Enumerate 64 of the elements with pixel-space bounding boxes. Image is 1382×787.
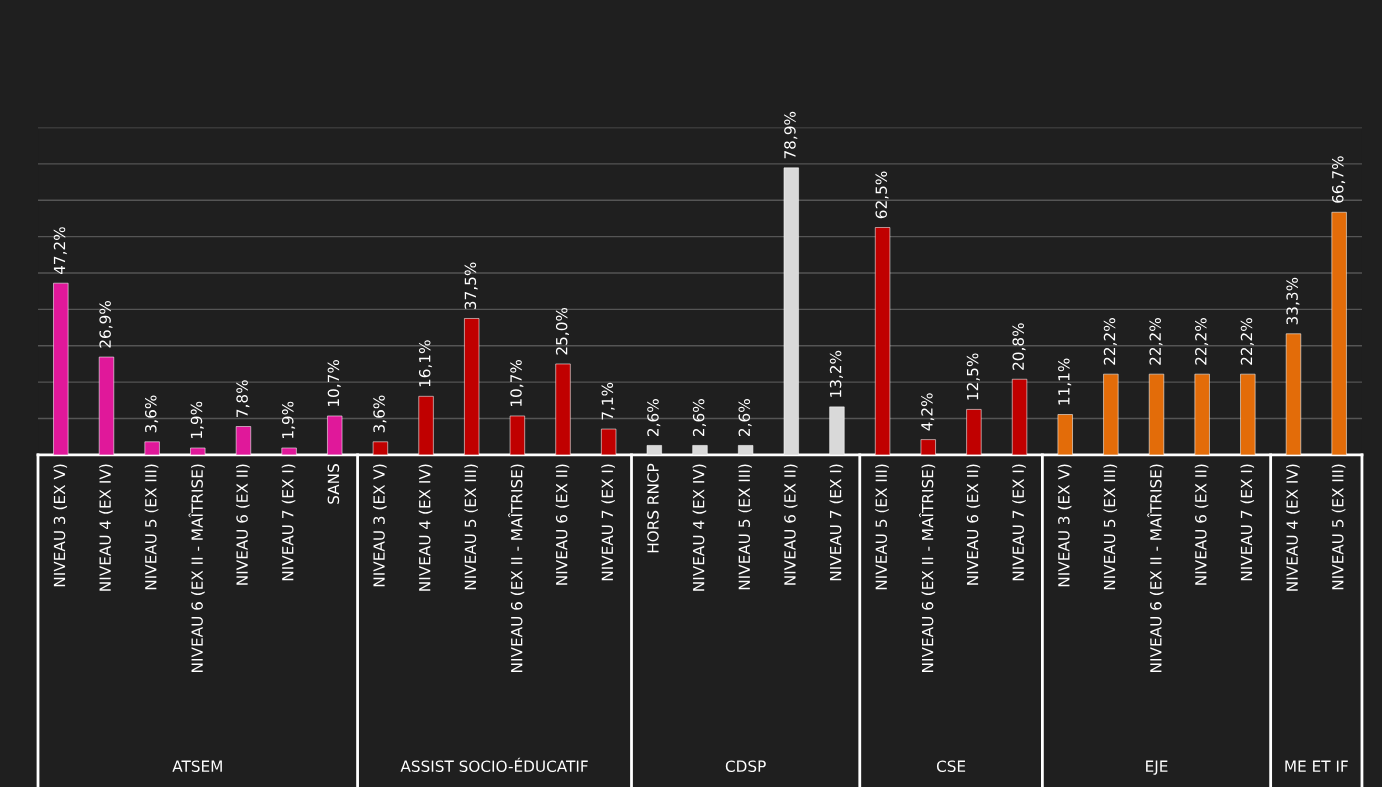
data-label: 2,6% (692, 399, 706, 436)
x-tick-label: HORS RNCP (647, 463, 659, 553)
data-label: 4,2% (921, 393, 935, 431)
x-tick-label: NIVEAU 5 (EX III) (464, 464, 478, 590)
x-tick-label: NIVEAU 3 (EX V) (373, 464, 387, 587)
x-tick-label: NIVEAU 6 (EX II - MAÎTRISE) (188, 464, 205, 672)
x-tick-label: NIVEAU 6 (EX II) (236, 464, 250, 585)
data-label: 78,9% (784, 111, 798, 159)
x-tick-label: NIVEAU 7 (EX I) (1240, 464, 1255, 581)
data-label: 2,6% (738, 399, 752, 436)
x-tick-label: NIVEAU 7 (EX I) (601, 464, 615, 581)
text: ME ET IF (1285, 760, 1348, 772)
data-label: 3,6% (145, 395, 159, 433)
x-tick-label: NIVEAU 3 (EX V) (1057, 464, 1072, 587)
x-tick-label: NIVEAU 5 (EX III) (875, 464, 889, 590)
x-tick-label: NIVEAU 3 (EX V) (53, 464, 68, 587)
x-tick-label: NIVEAU 6 (EX II) (555, 464, 570, 585)
x-tick-label: NIVEAU 6 (EX II) (966, 464, 981, 585)
x-tick-label: NIVEAU 5 (EX III) (144, 464, 159, 590)
data-label: 16,1% (418, 340, 433, 387)
x-tick-label: SANS (327, 464, 340, 504)
data-label: 10,7% (510, 359, 524, 406)
data-label: 7,8% (236, 380, 250, 417)
data-label: 10,7% (327, 359, 341, 406)
x-tick-label: NIVEAU 6 (EX II) (783, 464, 798, 585)
x-tick-label: NIVEAU 6 (EX II - MAÎTRISE) (508, 464, 525, 672)
x-tick-label: NIVEAU 6 (EX II - MAÎTRISE) (1147, 464, 1164, 672)
x-tick-label: NIVEAU 7 (EX I) (1012, 464, 1026, 581)
data-label: 22,2% (1149, 318, 1163, 365)
text: EJE (1146, 760, 1168, 775)
x-tick-label: NIVEAU 6 (EX II) (1194, 464, 1209, 585)
data-label: 2,6% (647, 399, 661, 436)
text: ATSEM (172, 760, 222, 772)
data-label: 22,2% (1240, 318, 1254, 365)
data-label: 1,9% (281, 401, 296, 438)
data-label: 1,9% (190, 401, 204, 438)
x-tick-label: NIVEAU 4 (EX IV) (692, 464, 707, 591)
data-label: 62,5% (875, 171, 889, 219)
x-tick-label: NIVEAU 4 (EX IV) (1286, 464, 1300, 591)
data-label: 7,1% (601, 382, 615, 420)
x-tick-label: NIVEAU 7 (EX I) (829, 464, 844, 581)
x-tick-label: NIVEAU 5 (EX III) (738, 464, 752, 590)
text: ASSIST SOCIO-ÉDUCATIF (400, 757, 588, 772)
data-label: 20,8% (1012, 323, 1026, 370)
x-tick-label: NIVEAU 5 (EX III) (1331, 464, 1346, 590)
data-label: 26,9% (99, 301, 113, 348)
data-label: 47,2% (53, 227, 67, 275)
data-label: 22,2% (1103, 318, 1117, 365)
text: CDSP (725, 760, 766, 772)
data-label: 13,2% (829, 350, 843, 397)
x-tick-label: NIVEAU 7 (EX I) (281, 464, 296, 581)
data-label: 22,2% (1195, 318, 1209, 365)
x-tick-label: NIVEAU 6 (EX II - MAÎTRISE) (919, 464, 936, 672)
x-tick-label: NIVEAU 4 (EX IV) (418, 464, 433, 591)
data-label: 12,5% (966, 353, 980, 400)
x-tick-label: NIVEAU 5 (EX III) (1103, 464, 1118, 590)
x-tick-label: NIVEAU 4 (EX IV) (99, 464, 113, 591)
data-label: 25,0% (555, 307, 570, 355)
data-label: 11,1% (1058, 358, 1072, 405)
data-label: 37,5% (464, 262, 478, 309)
data-label: 66,7% (1332, 156, 1346, 203)
text: CSE (936, 760, 966, 772)
data-label: 3,6% (373, 395, 387, 433)
data-label: 33,3% (1286, 277, 1300, 325)
